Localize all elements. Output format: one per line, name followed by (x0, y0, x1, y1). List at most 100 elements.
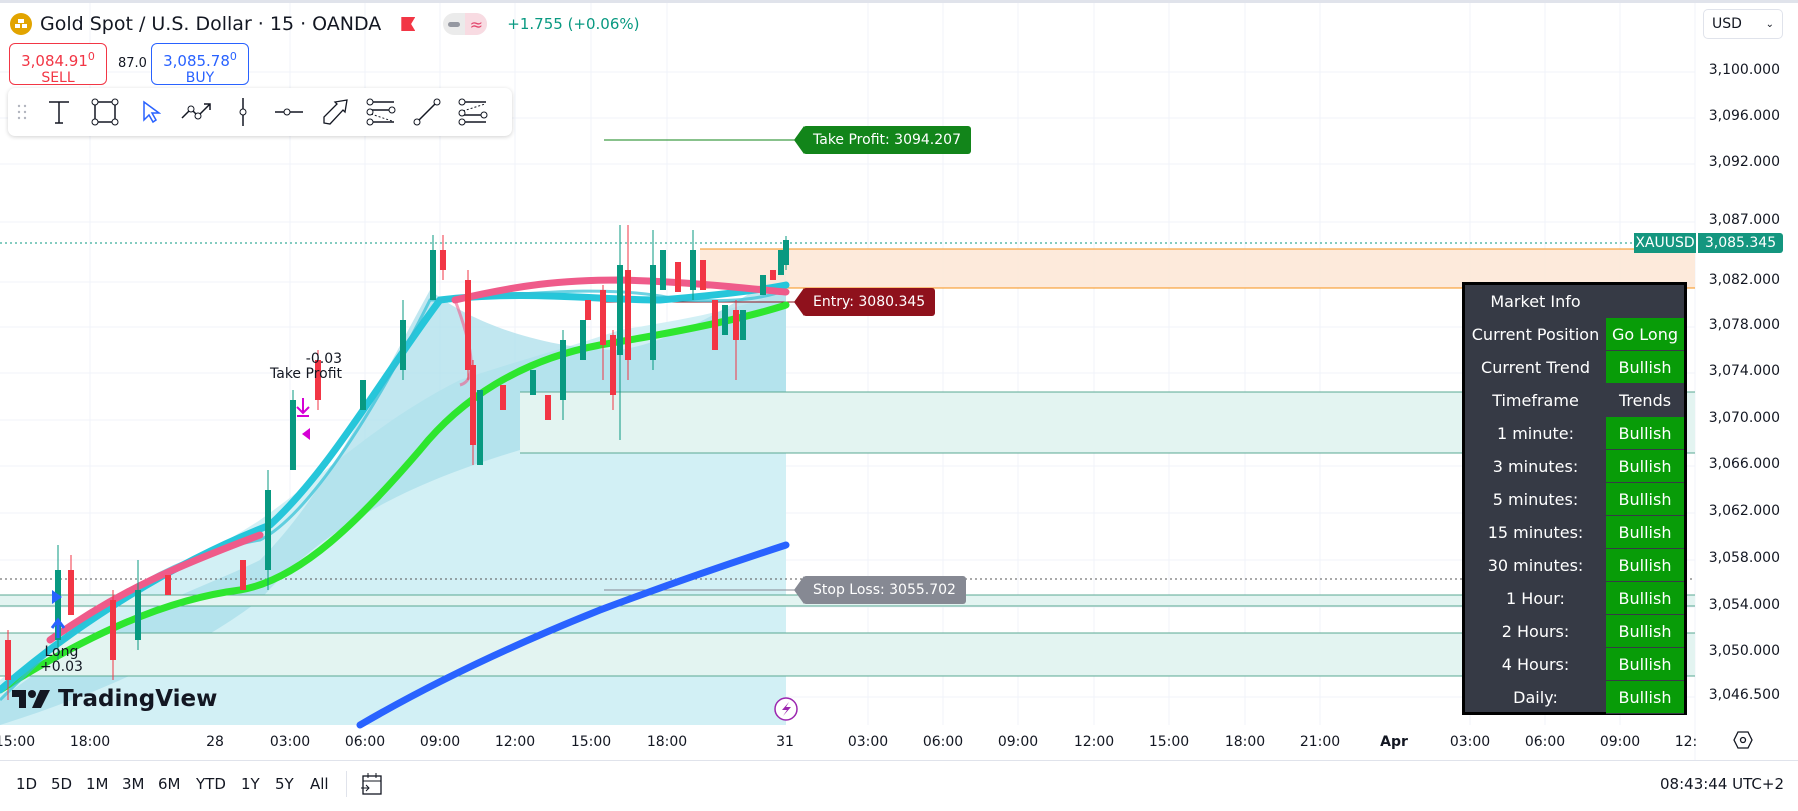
flag-icon[interactable] (401, 17, 416, 31)
time-tick: 06:00 (1524, 734, 1566, 750)
take-profit-label[interactable]: Take Profit: 3094.207 (794, 126, 971, 154)
text-tool-icon[interactable] (36, 92, 82, 132)
trend-line-tool-icon[interactable] (404, 92, 450, 132)
range-6m[interactable]: 6M (158, 775, 181, 793)
row-key: Timeframe (1492, 391, 1579, 410)
time-tick: 15:00 (570, 734, 612, 750)
horizontal-ray-tool-icon[interactable] (266, 92, 312, 132)
currency-value: USD (1712, 16, 1742, 32)
buy-label: BUY (185, 70, 215, 86)
time-tick: 06:00 (344, 734, 386, 750)
time-tick: 12:00 (494, 734, 536, 750)
time-tick: 12: (1674, 734, 1698, 750)
sell-button[interactable]: 3,084.910 SELL (9, 43, 107, 86)
price-chart[interactable] (0, 3, 1798, 760)
row-key: 5 minutes: (1492, 490, 1579, 509)
row-key: Daily: (1513, 688, 1558, 707)
price-change: +1.755 (+0.06%) (507, 15, 640, 33)
range-1m[interactable]: 1M (86, 775, 109, 793)
range-3m[interactable]: 3M (122, 775, 145, 793)
market-info-row: 5 minutes: Bullish (1465, 483, 1684, 516)
row-value: Bullish (1606, 648, 1684, 681)
fib-retracement-tool-icon[interactable] (358, 92, 404, 132)
goto-date-calendar-icon[interactable] (360, 771, 384, 801)
buy-button[interactable]: 3,085.780 BUY (151, 43, 249, 86)
row-value: Bullish (1606, 516, 1684, 549)
price-tick: 3,092.000 (1708, 154, 1780, 170)
settings-hexagon-icon[interactable] (1733, 731, 1753, 753)
divider (346, 771, 347, 797)
row-value: Bullish (1606, 549, 1684, 582)
parallel-channel-tool-icon[interactable] (450, 92, 496, 132)
wave-icon[interactable]: ≈ (465, 13, 488, 35)
row-value: Go Long (1606, 318, 1684, 351)
range-ytd[interactable]: YTD (196, 775, 226, 793)
candles (5, 225, 789, 700)
sell-label: SELL (41, 70, 75, 86)
minus-icon[interactable] (443, 13, 465, 35)
range-1d[interactable]: 1D (16, 775, 38, 793)
sell-price: 3,084.91 (21, 52, 88, 70)
row-value: Bullish (1606, 483, 1684, 516)
price-tick: 3,087.000 (1708, 212, 1780, 228)
vertical-line-tool-icon[interactable] (220, 92, 266, 132)
row-key: Current Trend (1481, 358, 1590, 377)
market-info-row: 15 minutes: Bullish (1465, 516, 1684, 549)
clock-timezone[interactable]: 08:43:44 UTC+2 (1660, 775, 1784, 793)
price-tick: 3,082.000 (1708, 272, 1780, 288)
drawing-toolbar (8, 88, 512, 136)
drag-handle-icon[interactable] (8, 92, 36, 132)
top-border (0, 0, 1798, 3)
range-5d[interactable]: 5D (51, 775, 73, 793)
symbol-title[interactable]: Gold Spot / U.S. Dollar · 15 · OANDA (40, 13, 382, 35)
indicator-toggle[interactable]: ≈ (443, 13, 488, 35)
range-5y[interactable]: 5Y (275, 775, 294, 793)
price-tick: 3,096.000 (1708, 108, 1780, 124)
row-key: 2 Hours: (1501, 622, 1570, 641)
price-tick: 3,100.000 (1708, 62, 1780, 78)
arrow-tool-icon[interactable] (312, 92, 358, 132)
bottom-toolbar: 1D 5D 1M 3M 6M YTD 1Y 5Y All 08:43:44 UT… (0, 760, 1798, 811)
tradingview-logo[interactable]: TradingView (12, 686, 217, 712)
time-tick: 09:00 (419, 734, 461, 750)
rectangle-tool-icon[interactable] (82, 92, 128, 132)
tradingview-logo-icon (12, 690, 50, 708)
buy-price-sup: 0 (229, 50, 237, 63)
price-tick: 3,046.500 (1708, 687, 1780, 703)
stop-loss-label[interactable]: Stop Loss: 3055.702 (794, 576, 966, 604)
chevron-down-icon: ⌄ (1765, 18, 1774, 30)
cursor-tool-icon[interactable] (128, 92, 174, 132)
time-axis[interactable]: 15:00 18:00 28 03:00 06:00 09:00 12:00 1… (0, 725, 1798, 760)
time-tick: 28 (206, 734, 224, 750)
row-value: Bullish (1606, 351, 1684, 384)
price-tick: 3,062.000 (1708, 503, 1780, 519)
entry-label[interactable]: Entry: 3080.345 (793, 288, 936, 316)
tp-label: Take Profit (270, 366, 343, 382)
market-info-row: Timeframe Trends (1465, 384, 1684, 417)
time-tick: 18:00 (69, 734, 111, 750)
price-tick: 3,074.000 (1708, 363, 1780, 379)
time-tick: 12:00 (1073, 734, 1115, 750)
path-tool-icon[interactable] (174, 92, 220, 132)
time-tick: 15:00 (1148, 734, 1190, 750)
row-key: 3 minutes: (1492, 457, 1579, 476)
price-tick: 3,070.000 (1708, 410, 1780, 426)
symbol-header[interactable]: Gold Spot / U.S. Dollar · 15 · OANDA ≈ +… (10, 11, 640, 37)
time-tick: 09:00 (997, 734, 1039, 750)
time-tick: 09:00 (1599, 734, 1641, 750)
range-all[interactable]: All (310, 775, 329, 793)
market-info-row: 3 minutes: Bullish (1465, 450, 1684, 483)
gold-symbol-icon (10, 13, 32, 35)
time-tick: Apr (1380, 734, 1408, 750)
tp-value: -0.03 (305, 351, 343, 367)
current-price-tag: 3,085.345 (1698, 233, 1783, 253)
currency-select[interactable]: USD ⌄ (1703, 9, 1783, 39)
time-tick: 21:00 (1299, 734, 1341, 750)
price-tick: 3,078.000 (1708, 317, 1780, 333)
range-1y[interactable]: 1Y (241, 775, 260, 793)
buy-price: 3,085.78 (163, 52, 230, 70)
symbol-price-tag: XAUUSD (1634, 233, 1696, 253)
time-tick: 18:00 (1224, 734, 1266, 750)
time-tick: 03:00 (847, 734, 889, 750)
row-key: 4 Hours: (1501, 655, 1570, 674)
